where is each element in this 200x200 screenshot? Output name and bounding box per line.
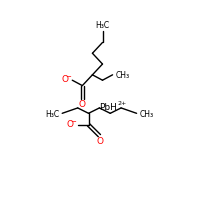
- Text: 2+: 2+: [117, 101, 126, 106]
- Text: H₃C: H₃C: [95, 21, 110, 30]
- Text: −: −: [65, 74, 71, 80]
- Text: H₃C: H₃C: [45, 110, 59, 119]
- Text: O: O: [78, 100, 85, 109]
- Text: O: O: [67, 120, 74, 129]
- Text: CH₃: CH₃: [116, 71, 130, 80]
- Text: −: −: [70, 119, 76, 125]
- Text: O: O: [61, 75, 68, 84]
- Text: O: O: [97, 137, 104, 146]
- Text: PbH: PbH: [99, 103, 117, 112]
- Text: CH₃: CH₃: [140, 110, 154, 119]
